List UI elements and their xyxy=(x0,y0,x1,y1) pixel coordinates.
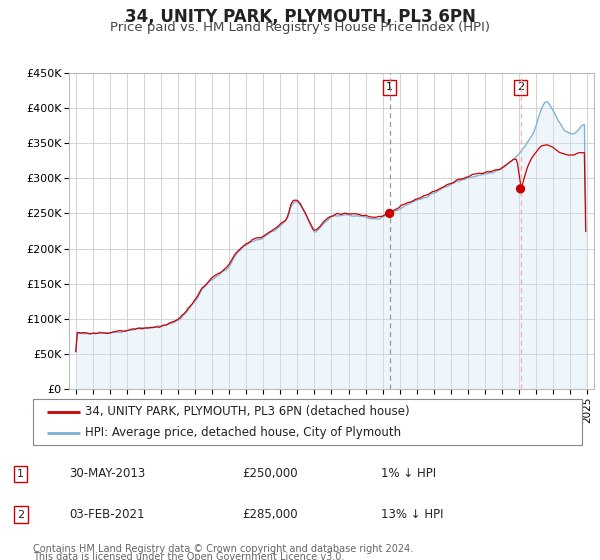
Text: £250,000: £250,000 xyxy=(242,468,298,480)
Text: 1% ↓ HPI: 1% ↓ HPI xyxy=(380,468,436,480)
Text: 13% ↓ HPI: 13% ↓ HPI xyxy=(380,508,443,521)
Text: HPI: Average price, detached house, City of Plymouth: HPI: Average price, detached house, City… xyxy=(85,426,401,439)
FancyBboxPatch shape xyxy=(33,399,582,445)
Text: £285,000: £285,000 xyxy=(242,508,298,521)
Text: 34, UNITY PARK, PLYMOUTH, PL3 6PN (detached house): 34, UNITY PARK, PLYMOUTH, PL3 6PN (detac… xyxy=(85,405,410,418)
Text: 30-MAY-2013: 30-MAY-2013 xyxy=(70,468,146,480)
Text: Price paid vs. HM Land Registry's House Price Index (HPI): Price paid vs. HM Land Registry's House … xyxy=(110,21,490,34)
Text: 03-FEB-2021: 03-FEB-2021 xyxy=(70,508,145,521)
Point xyxy=(516,184,526,193)
Text: 2: 2 xyxy=(17,510,24,520)
Text: 1: 1 xyxy=(17,469,24,479)
Text: 2: 2 xyxy=(517,82,524,92)
Text: 34, UNITY PARK, PLYMOUTH, PL3 6PN: 34, UNITY PARK, PLYMOUTH, PL3 6PN xyxy=(125,8,475,26)
Text: Contains HM Land Registry data © Crown copyright and database right 2024.: Contains HM Land Registry data © Crown c… xyxy=(33,544,413,554)
Text: This data is licensed under the Open Government Licence v3.0.: This data is licensed under the Open Gov… xyxy=(33,552,344,560)
Text: 1: 1 xyxy=(386,82,393,92)
Point xyxy=(385,209,394,218)
